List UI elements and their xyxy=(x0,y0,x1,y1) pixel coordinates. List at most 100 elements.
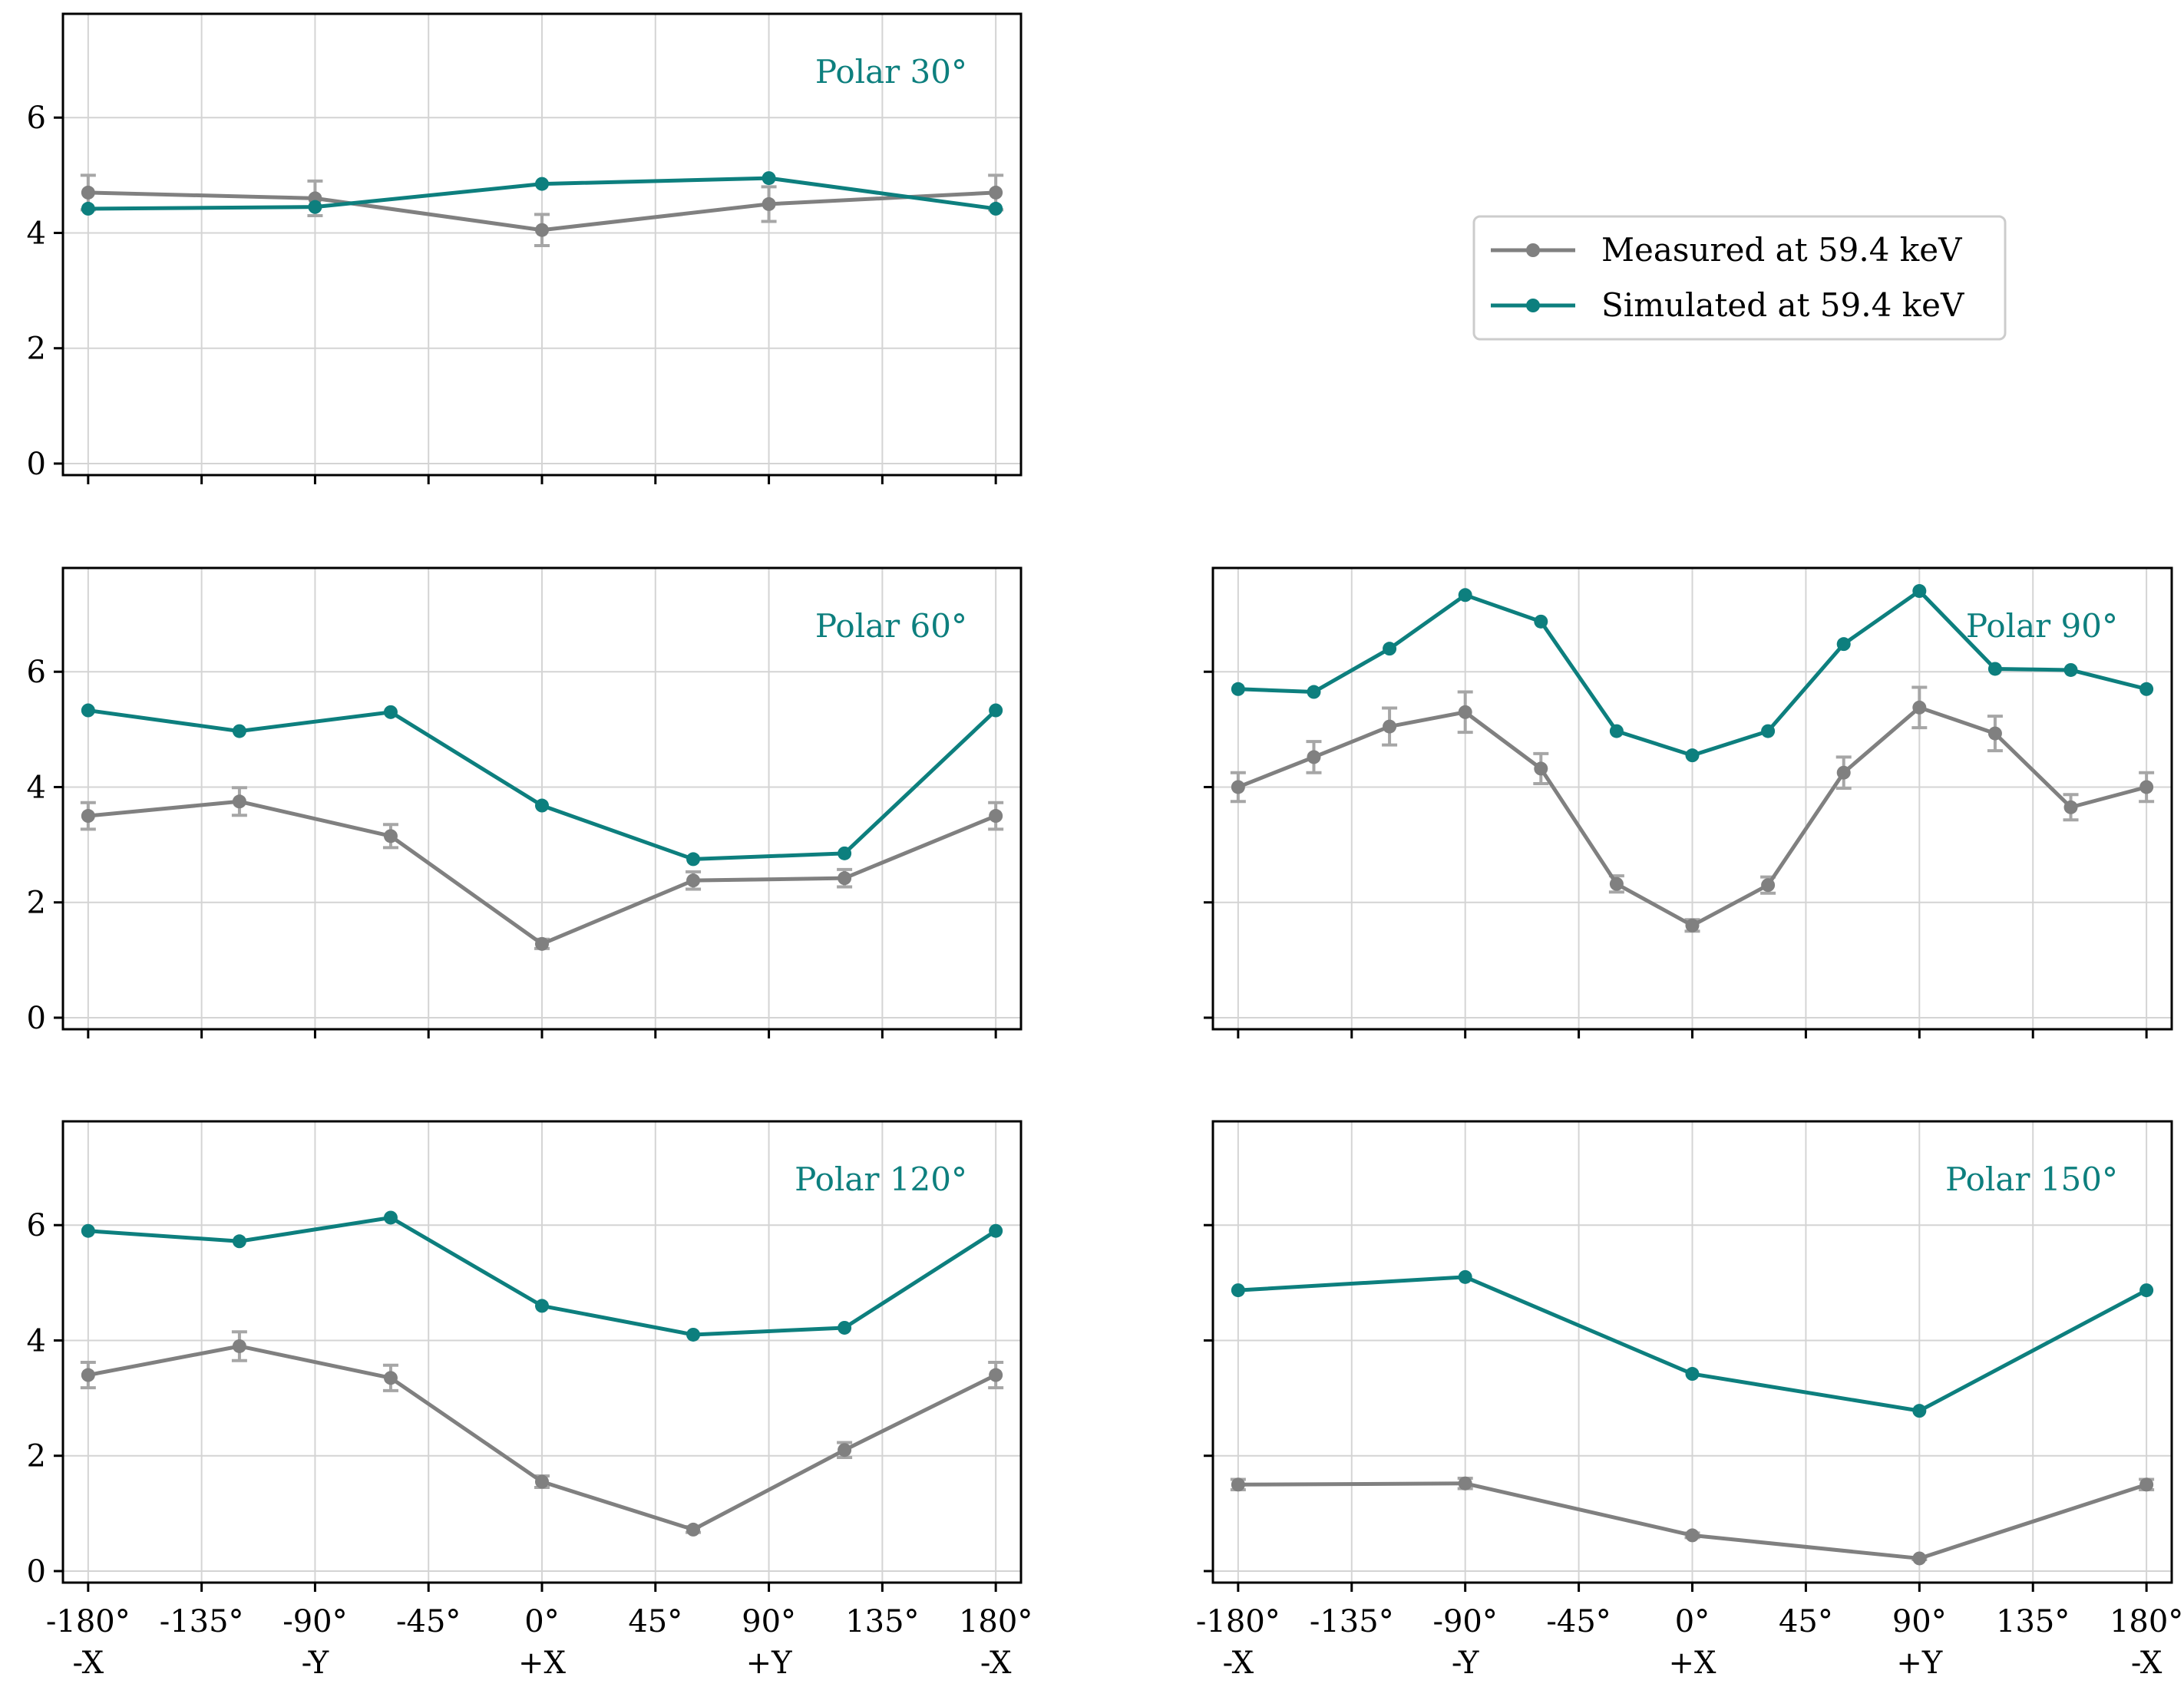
measured-point xyxy=(686,873,701,888)
legend-box xyxy=(1472,215,2007,341)
measured-point xyxy=(232,794,246,809)
x-tick-label: 0° xyxy=(1675,1604,1710,1639)
y-tick-label: 2 xyxy=(27,886,46,921)
simulated-point xyxy=(1458,588,1472,602)
x-tick-label: -180° xyxy=(46,1604,131,1639)
legend-marker xyxy=(1526,299,1540,312)
measured-point xyxy=(1761,878,1776,893)
simulated-point xyxy=(1761,724,1776,738)
y-tick-label: 0 xyxy=(27,447,46,482)
x-tick-label: 135° xyxy=(845,1604,919,1639)
simulated-point xyxy=(81,703,95,718)
measured-point xyxy=(1534,761,1548,776)
measured-point xyxy=(383,1371,398,1385)
measured-point xyxy=(1836,765,1851,780)
x-tick-label: 135° xyxy=(1996,1604,2070,1639)
simulated-point xyxy=(1231,682,1245,696)
simulated-point xyxy=(1458,1269,1472,1284)
measured-point xyxy=(1458,1476,1472,1491)
panel-3: Polar 90° xyxy=(1204,566,2173,1038)
simulated-point xyxy=(1836,637,1851,652)
legend-marker xyxy=(1526,243,1540,257)
panel-1: 0 2 4 6 Polar 30° xyxy=(27,12,1023,484)
y-tick-label: 2 xyxy=(27,1439,46,1474)
x-tick-label: 180° xyxy=(2110,1604,2183,1639)
measured-point xyxy=(1458,705,1472,719)
x-tick-label: -180° xyxy=(1196,1604,1280,1639)
simulated-point xyxy=(2063,662,2078,677)
simulated-point xyxy=(2139,682,2154,696)
simulated-point xyxy=(1307,685,1321,699)
x-tick-sublabel: +Y xyxy=(746,1646,793,1681)
y-tick-label: 4 xyxy=(27,1323,46,1359)
x-tick-label: -45° xyxy=(396,1604,461,1639)
simulated-point xyxy=(232,724,246,738)
measured-point xyxy=(686,1522,701,1537)
x-tick-sublabel: +X xyxy=(518,1646,567,1681)
x-tick-sublabel: -X xyxy=(980,1646,1012,1681)
simulated-point xyxy=(989,201,1003,216)
measured-point xyxy=(989,185,1003,200)
simulated-point xyxy=(1912,584,1927,599)
measured-point xyxy=(1609,877,1624,891)
x-tick-label: -90° xyxy=(282,1604,347,1639)
panel-title: Polar 30° xyxy=(815,53,967,91)
measured-point xyxy=(1231,1477,1245,1492)
simulated-point xyxy=(535,798,549,813)
x-tick-sublabel: +X xyxy=(1669,1646,1717,1681)
simulated-point xyxy=(535,1299,549,1313)
y-tick-label: 6 xyxy=(27,101,46,136)
simulated-point xyxy=(838,846,852,860)
y-tick-label: 6 xyxy=(27,1208,46,1243)
simulated-point xyxy=(1685,1367,1700,1382)
simulated-point xyxy=(1912,1404,1927,1418)
simulated-point xyxy=(1383,642,1397,656)
simulated-point xyxy=(838,1320,852,1335)
panel-4: 0 2 4 6 -180° -X -135° -90° -Y -45° 0° +X 45° 90° +Y 13… xyxy=(27,1120,1033,1681)
simulated-point xyxy=(81,1223,95,1238)
x-tick-sublabel: -Y xyxy=(302,1646,329,1681)
x-tick-sublabel: -Y xyxy=(1452,1646,1479,1681)
simulated-point xyxy=(762,171,776,186)
x-tick-label: -90° xyxy=(1432,1604,1497,1639)
measured-point xyxy=(81,185,95,200)
legend: Measured at 59.4 keV Simulated at 59.4 ke… xyxy=(1472,215,2007,341)
measured-point xyxy=(535,223,549,237)
y-tick-label: 4 xyxy=(27,216,46,251)
simulated-point xyxy=(232,1234,246,1249)
y-tick-label: 6 xyxy=(27,655,46,690)
measured-point xyxy=(535,1474,549,1489)
x-tick-label: -135° xyxy=(160,1604,244,1639)
measured-point xyxy=(1307,750,1321,764)
y-tick-label: 0 xyxy=(27,1001,46,1036)
panel-2: 0 2 4 6 Polar 60° xyxy=(27,566,1023,1038)
measured-point xyxy=(1685,918,1700,933)
panel-5: -180° -X -135° -90° -Y -45° 0° +X 45° 90° +Y 135° 18… xyxy=(1196,1120,2183,1681)
panel-title: Polar 60° xyxy=(815,607,967,645)
y-tick-label: 4 xyxy=(27,770,46,805)
simulated-point xyxy=(1685,748,1700,763)
measured-point xyxy=(2063,800,2078,814)
x-tick-label: -135° xyxy=(1310,1604,1394,1639)
simulated-point xyxy=(383,1210,398,1225)
measured-point xyxy=(2139,780,2154,794)
x-tick-label: 90° xyxy=(1892,1604,1947,1639)
x-tick-label: 45° xyxy=(628,1604,682,1639)
x-tick-label: 45° xyxy=(1779,1604,1833,1639)
simulated-point xyxy=(308,200,322,214)
simulated-point xyxy=(1987,662,2002,676)
measured-point xyxy=(81,809,95,824)
measured-point xyxy=(383,829,398,844)
x-tick-sublabel: -X xyxy=(2131,1646,2163,1681)
simulated-point xyxy=(686,1327,701,1342)
measured-point xyxy=(1912,700,1927,715)
measured-point xyxy=(1987,726,2002,741)
simulated-point xyxy=(1609,724,1624,738)
measured-point xyxy=(1685,1528,1700,1543)
panel-title: Polar 90° xyxy=(1966,607,2118,645)
measured-point xyxy=(232,1339,246,1353)
panel-title: Polar 120° xyxy=(795,1160,967,1198)
simulated-point xyxy=(989,1223,1003,1238)
legend-label: Simulated at 59.4 keV xyxy=(1601,286,1964,324)
